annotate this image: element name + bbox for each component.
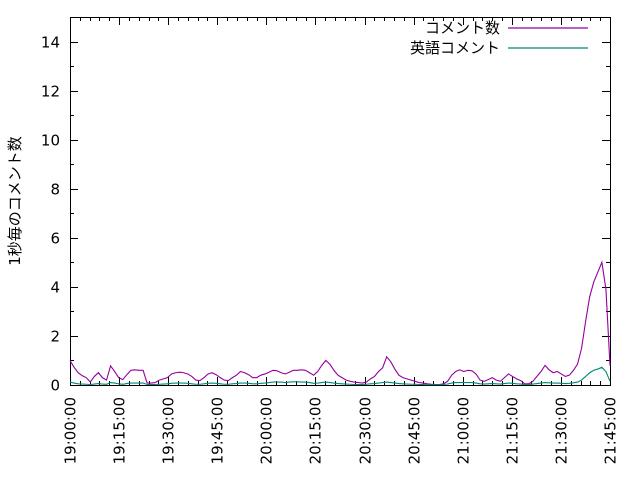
y-tick-label: 0 <box>50 377 60 395</box>
x-tick-label: 21:30:00 <box>553 397 571 464</box>
x-tick-label: 20:15:00 <box>307 397 325 464</box>
y-axis-title: 1秒毎のコメント数 <box>6 136 24 266</box>
x-tick-label: 20:45:00 <box>406 397 424 464</box>
y-tick-label: 8 <box>50 181 60 199</box>
legend-label-1: コメント数 <box>425 19 500 37</box>
x-tick-label: 21:15:00 <box>504 397 522 464</box>
x-tick-label: 20:30:00 <box>357 397 375 464</box>
x-tick-label: 21:45:00 <box>602 397 620 464</box>
series-line-2 <box>69 366 611 386</box>
plot-border <box>70 17 611 386</box>
series-line-1 <box>69 260 611 386</box>
x-tick-label: 19:30:00 <box>160 397 178 464</box>
x-tick-label: 19:45:00 <box>209 397 227 464</box>
x-tick-label: 20:00:00 <box>258 397 276 464</box>
y-tick-label: 14 <box>41 34 60 52</box>
y-tick-label: 12 <box>41 83 60 101</box>
y-tick-label: 2 <box>50 328 60 346</box>
x-tick-label: 19:00:00 <box>62 397 80 464</box>
x-tick-label: 19:15:00 <box>111 397 129 464</box>
y-tick-label: 10 <box>41 132 60 150</box>
legend-label-2: 英語コメント <box>410 39 500 57</box>
y-tick-label: 4 <box>50 279 60 297</box>
y-tick-label: 6 <box>50 230 60 248</box>
x-tick-label: 21:00:00 <box>455 397 473 464</box>
